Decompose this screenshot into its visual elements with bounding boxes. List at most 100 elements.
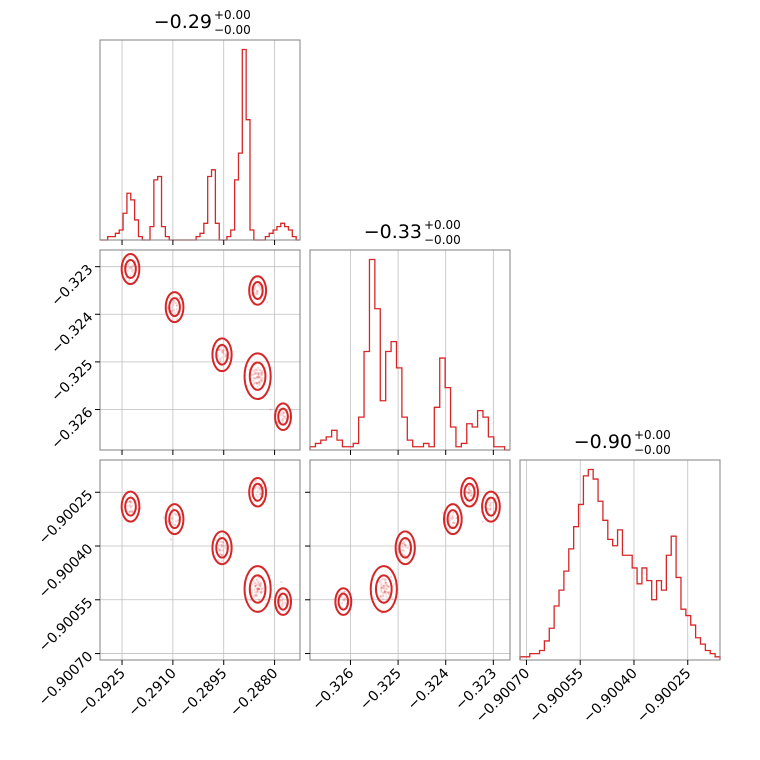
scatter-point-D [383, 585, 386, 588]
scatter-point-C [218, 357, 221, 360]
scatter-point-D [257, 373, 260, 377]
scatter-point-B [452, 511, 455, 515]
title-plus-p1: +0.00 [424, 218, 461, 232]
scatter-point-D [257, 581, 260, 584]
scatter-point-E [343, 599, 346, 602]
scatter-point-B [453, 521, 456, 524]
contour-inner-B [168, 509, 181, 530]
scatter-point-C [404, 546, 407, 549]
scatter-point-E [342, 597, 345, 600]
scatter-point-E [342, 590, 346, 593]
scatter-point-C [218, 548, 221, 551]
scatter-point-F [255, 290, 258, 293]
scatter-point-E [284, 417, 287, 420]
scatter-point-D [380, 590, 383, 593]
y-tick-label-p1-1: −0.325 [48, 357, 96, 405]
scatter-point-B [176, 318, 179, 321]
scatter-point-D [387, 592, 391, 595]
scatter-point-E [281, 601, 284, 604]
scatter-point-D [384, 581, 387, 584]
scatter-point-D [256, 376, 260, 379]
scatter-point-D [255, 590, 258, 593]
scatter-point-D [382, 592, 385, 595]
pair-panel-p0-p2 [120, 477, 293, 616]
scatter-point-B [174, 301, 178, 305]
contour-outer-B [164, 503, 185, 536]
scatter-point-D [382, 591, 385, 594]
scatter-point-D [381, 598, 385, 601]
x-tick-label-p1-0: −0.326 [309, 665, 357, 713]
scatter-point-A [130, 267, 133, 270]
scatter-point-F [468, 485, 471, 488]
contour-outer-C [211, 337, 233, 373]
scatter-point-A [126, 504, 129, 508]
scatter-point-D [258, 587, 261, 591]
scatter-point-A [127, 264, 130, 267]
scatter-point-F [259, 492, 262, 495]
scatter-point-B [175, 304, 178, 307]
scatter-point-A [128, 262, 131, 265]
scatter-point-D [384, 582, 388, 586]
scatter-point-D [261, 380, 264, 383]
contour-inner-C [215, 343, 229, 366]
scatter-point-F [259, 288, 262, 291]
scatter-point-A [128, 255, 131, 258]
scatter-point-B [174, 523, 177, 527]
scatter-point-F [467, 492, 470, 495]
scatter-point-D [253, 594, 256, 597]
scatter-point-D [260, 370, 263, 373]
scatter-point-E [282, 603, 285, 606]
scatter-point-B [170, 517, 173, 521]
scatter-point-D [255, 375, 259, 379]
scatter-point-B [441, 511, 444, 515]
panel-frame-2-1 [309, 459, 511, 661]
scatter-point-D [260, 591, 263, 594]
scatter-point-E [344, 590, 347, 593]
scatter-point-A [129, 501, 133, 504]
scatter-point-D [257, 580, 260, 583]
scatter-point-C [218, 348, 221, 351]
scatter-point-D [252, 379, 255, 382]
contour-inner-D [248, 361, 267, 391]
scatter-point-C [402, 542, 406, 545]
scatter-point-B [175, 307, 178, 310]
scatter-point-B [173, 512, 176, 515]
scatter-point-D [382, 584, 385, 587]
title-median-p0: −0.29 [154, 11, 212, 33]
scatter-point-D [253, 382, 256, 385]
scatter-point-F [467, 487, 471, 491]
scatter-point-F [254, 479, 257, 483]
scatter-point-D [252, 580, 255, 583]
scatter-point-D [383, 587, 386, 590]
contour-inner-B [168, 297, 181, 318]
scatter-point-C [219, 548, 222, 552]
scatter-point-E [281, 418, 284, 422]
scatter-point-F [256, 495, 259, 498]
contour-inner-F [251, 482, 264, 502]
scatter-point-D [258, 383, 261, 386]
scatter-point-D [255, 583, 258, 586]
scatter-point-D [383, 589, 386, 592]
y-tick-label-p2-1: −0.90055 [36, 595, 97, 656]
scatter-point-B [176, 513, 179, 517]
scatter-point-D [253, 381, 256, 384]
scatter-point-B [163, 516, 166, 519]
scatter-point-E [282, 417, 285, 420]
scatter-point-D [260, 589, 263, 592]
scatter-point-D [386, 585, 390, 588]
scatter-point-C [218, 348, 221, 352]
scatter-point-B [448, 519, 451, 522]
scatter-point-D [389, 575, 393, 578]
scatter-point-B [173, 523, 176, 527]
scatter-point-D [255, 382, 258, 385]
scatter-point-E [280, 603, 283, 606]
scatter-point-D [255, 377, 258, 380]
scatter-point-B [174, 520, 178, 523]
scatter-point-D [257, 598, 260, 601]
scatter-point-C [220, 553, 223, 556]
scatter-point-A [130, 266, 134, 269]
histogram-p0 [100, 48, 300, 241]
scatter-point-D [383, 591, 386, 594]
scatter-point-C [220, 350, 223, 353]
